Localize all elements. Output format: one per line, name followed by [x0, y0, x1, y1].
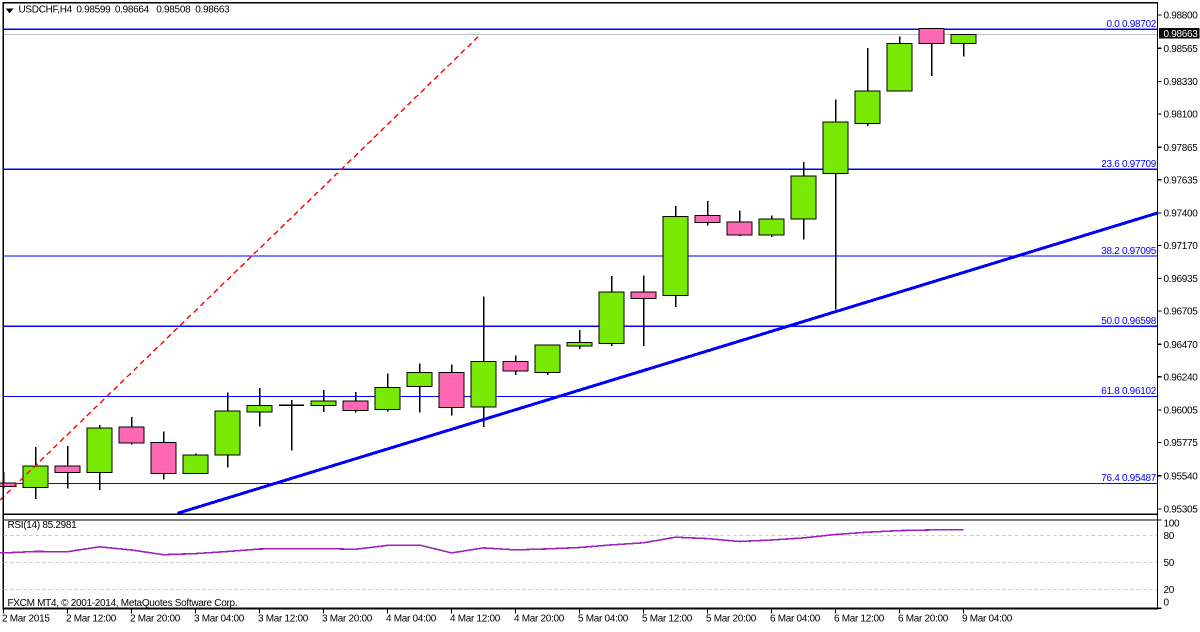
svg-text:2 Mar 20:00: 2 Mar 20:00 — [130, 614, 181, 625]
svg-text:0: 0 — [1164, 598, 1170, 609]
svg-text:0.98664: 0.98664 — [115, 5, 150, 16]
svg-text:50.0 0.96598: 50.0 0.96598 — [1101, 316, 1157, 327]
svg-text:20: 20 — [1164, 585, 1175, 596]
svg-text:4 Mar 12:00: 4 Mar 12:00 — [450, 614, 501, 625]
svg-text:5 Mar 12:00: 5 Mar 12:00 — [642, 614, 693, 625]
svg-text:0.97400: 0.97400 — [1164, 209, 1199, 220]
svg-text:0.96005: 0.96005 — [1164, 406, 1199, 417]
svg-text:0.95540: 0.95540 — [1164, 471, 1199, 482]
svg-text:6 Mar 04:00: 6 Mar 04:00 — [770, 614, 821, 625]
svg-text:RSI(14) 85.2981: RSI(14) 85.2981 — [8, 520, 78, 531]
svg-text:FXCM MT4, © 2001-2014, MetaQuo: FXCM MT4, © 2001-2014, MetaQuotes Softwa… — [8, 598, 238, 609]
svg-text:0.97865: 0.97865 — [1164, 143, 1199, 154]
svg-text:4 Mar 04:00: 4 Mar 04:00 — [386, 614, 437, 625]
svg-text:0.97635: 0.97635 — [1164, 175, 1199, 186]
svg-text:100: 100 — [1164, 518, 1181, 529]
svg-text:9 Mar 04:00: 9 Mar 04:00 — [962, 614, 1013, 625]
svg-text:0.95305: 0.95305 — [1164, 505, 1199, 516]
svg-text:0.0 0.98702: 0.0 0.98702 — [1106, 19, 1156, 30]
svg-text:0.98330: 0.98330 — [1164, 77, 1199, 88]
svg-text:0.98565: 0.98565 — [1164, 44, 1199, 55]
svg-text:0.97170: 0.97170 — [1164, 241, 1199, 252]
svg-text:0.98663: 0.98663 — [195, 5, 230, 16]
svg-text:80: 80 — [1164, 531, 1175, 542]
svg-text:0.96935: 0.96935 — [1164, 274, 1199, 285]
svg-text:6 Mar 12:00: 6 Mar 12:00 — [834, 614, 885, 625]
svg-text:61.8 0.96102: 61.8 0.96102 — [1101, 386, 1157, 397]
svg-text:3 Mar 12:00: 3 Mar 12:00 — [258, 614, 309, 625]
svg-text:5 Mar 20:00: 5 Mar 20:00 — [706, 614, 757, 625]
svg-text:2 Mar 2015: 2 Mar 2015 — [2, 614, 50, 625]
svg-text:3 Mar 20:00: 3 Mar 20:00 — [322, 614, 373, 625]
svg-text:23.6 0.97709: 23.6 0.97709 — [1101, 159, 1157, 170]
svg-text:0.98599: 0.98599 — [76, 5, 111, 16]
svg-text:0.96705: 0.96705 — [1164, 307, 1199, 318]
svg-text:0.95775: 0.95775 — [1164, 438, 1199, 449]
svg-text:76.4 0.95487: 76.4 0.95487 — [1101, 473, 1157, 484]
svg-text:0.98663: 0.98663 — [1164, 29, 1199, 40]
svg-text:0.98508: 0.98508 — [156, 5, 191, 16]
svg-text:0.98100: 0.98100 — [1164, 110, 1199, 121]
svg-text:0.96470: 0.96470 — [1164, 340, 1199, 351]
svg-text:5 Mar 04:00: 5 Mar 04:00 — [578, 614, 629, 625]
svg-text:6 Mar 20:00: 6 Mar 20:00 — [898, 614, 949, 625]
svg-text:0.96240: 0.96240 — [1164, 372, 1199, 383]
svg-text:USDCHF,H4: USDCHF,H4 — [19, 5, 73, 16]
svg-text:38.2 0.97095: 38.2 0.97095 — [1101, 246, 1157, 257]
svg-text:3 Mar 04:00: 3 Mar 04:00 — [194, 614, 245, 625]
svg-text:0.98800: 0.98800 — [1164, 11, 1199, 22]
svg-text:4 Mar 20:00: 4 Mar 20:00 — [514, 614, 565, 625]
svg-text:50: 50 — [1164, 558, 1175, 569]
svg-text:2 Mar 12:00: 2 Mar 12:00 — [66, 614, 117, 625]
